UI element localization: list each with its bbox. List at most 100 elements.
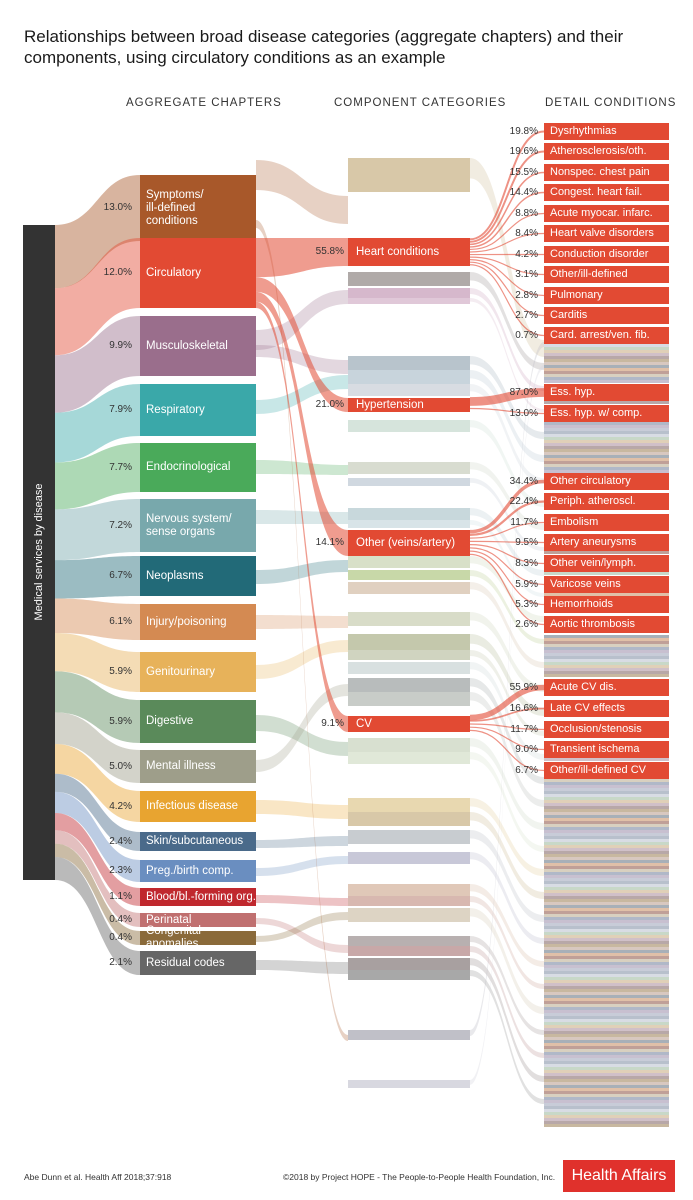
detail-block	[544, 782, 669, 785]
detail-block	[544, 890, 669, 893]
detail-flow	[469, 684, 545, 721]
detail-percent: 8.3%	[515, 558, 538, 569]
detail-block	[544, 818, 669, 821]
chapter-flow	[55, 712, 140, 783]
detail-block	[544, 653, 669, 656]
detail-block	[544, 806, 669, 809]
chapter-flow	[55, 632, 140, 692]
component-detail-flow	[470, 158, 544, 357]
detail-block	[544, 845, 669, 848]
chapter-label: Musculoskeletal	[146, 339, 228, 352]
detail-block	[544, 662, 669, 665]
detail-block	[544, 887, 669, 890]
detail-node: Atherosclerosis/oth.	[544, 143, 669, 160]
detail-block	[544, 362, 669, 365]
chapter-component-flow	[256, 684, 348, 772]
detail-block	[544, 1031, 669, 1034]
citation: Abe Dunn et al. Health Aff 2018;37:918	[24, 1172, 172, 1182]
component-block	[348, 420, 470, 432]
detail-flow	[469, 707, 545, 722]
component-percent: 14.1%	[315, 537, 344, 548]
detail-block	[544, 932, 669, 935]
detail-block	[544, 863, 669, 866]
chapter-flow	[55, 384, 140, 463]
detail-flow	[469, 550, 545, 606]
component-detail-flow	[470, 288, 544, 391]
chapter-flow	[55, 671, 140, 743]
detail-block	[544, 974, 669, 977]
detail-block	[544, 1121, 669, 1124]
detail-flow	[469, 547, 545, 586]
detail-block	[544, 968, 669, 971]
detail-node: Carditis	[544, 307, 669, 324]
component-detail-flow	[470, 958, 544, 1082]
detail-block	[544, 455, 669, 458]
chapter-flow	[55, 443, 140, 510]
component-block	[348, 650, 470, 660]
detail-block	[544, 428, 669, 431]
component-detail-flow	[470, 692, 544, 807]
component-block	[348, 852, 470, 864]
detail-block	[544, 368, 669, 371]
detail-percent: 34.4%	[509, 476, 538, 487]
detail-node: Periph. atheroscl.	[544, 493, 669, 510]
chapter-label: Congenital anomalies	[146, 925, 201, 950]
detail-block	[544, 965, 669, 968]
detail-block	[544, 443, 669, 446]
detail-flow	[469, 261, 545, 317]
component-detail-flow	[470, 420, 544, 507]
detail-block	[544, 977, 669, 980]
chapter-node: Endocrinological	[140, 443, 256, 492]
detail-block	[544, 947, 669, 950]
detail-block	[544, 644, 669, 647]
detail-block	[544, 860, 669, 863]
detail-block	[544, 1109, 669, 1112]
chapter-flow	[55, 830, 140, 927]
chapter-flow	[55, 238, 140, 356]
chapter-component-flow	[256, 960, 348, 974]
detail-block	[544, 1070, 669, 1073]
component-block	[348, 582, 470, 594]
detail-block	[544, 884, 669, 887]
detail-block	[544, 1040, 669, 1043]
component-detail-flow	[470, 634, 544, 716]
detail-block	[544, 809, 669, 812]
detail-block	[544, 656, 669, 659]
detail-percent: 4.2%	[515, 249, 538, 260]
copyright: ©2018 by Project HOPE - The People-to-Pe…	[283, 1172, 556, 1182]
chapter-percent: 7.7%	[109, 461, 132, 473]
detail-block	[544, 1034, 669, 1037]
aggregate-chapters-header: AGGREGATE CHAPTERS	[126, 97, 282, 109]
detail-block	[544, 1118, 669, 1121]
detail-block	[544, 401, 669, 404]
component-block	[348, 738, 470, 752]
detail-percent: 19.6%	[509, 146, 538, 157]
detail-block	[544, 641, 669, 644]
component-detail-flow	[470, 852, 544, 944]
detail-block	[544, 464, 669, 467]
chapter-node: Blood/bl.-forming org.	[140, 888, 256, 906]
component-block	[348, 384, 470, 396]
component-label: Other (veins/artery)	[356, 537, 456, 549]
chapter-node: Respiratory	[140, 384, 256, 436]
detail-block	[544, 1013, 669, 1016]
component-block	[348, 678, 470, 692]
component-detail-flow	[470, 582, 544, 668]
detail-block	[544, 815, 669, 818]
detail-block	[544, 461, 669, 464]
detail-flow	[469, 726, 545, 751]
detail-node: Ess. hyp.	[544, 384, 669, 401]
health-affairs-logo: Health Affairs	[563, 1160, 675, 1192]
chapter-node: Skin/subcutaneous	[140, 832, 256, 851]
detail-block	[544, 824, 669, 827]
chapter-label: Digestive	[146, 715, 194, 727]
detail-block	[544, 830, 669, 833]
chapter-label: Blood/bl.-forming org.	[146, 890, 256, 903]
detail-percent: 11.7%	[510, 517, 538, 528]
chapter-node: Digestive	[140, 700, 256, 743]
detail-block	[544, 668, 669, 671]
detail-node: Card. arrest/ven. fib.	[544, 327, 669, 344]
detail-block	[544, 794, 669, 797]
detail-block	[544, 467, 669, 470]
detail-flow	[469, 407, 545, 415]
